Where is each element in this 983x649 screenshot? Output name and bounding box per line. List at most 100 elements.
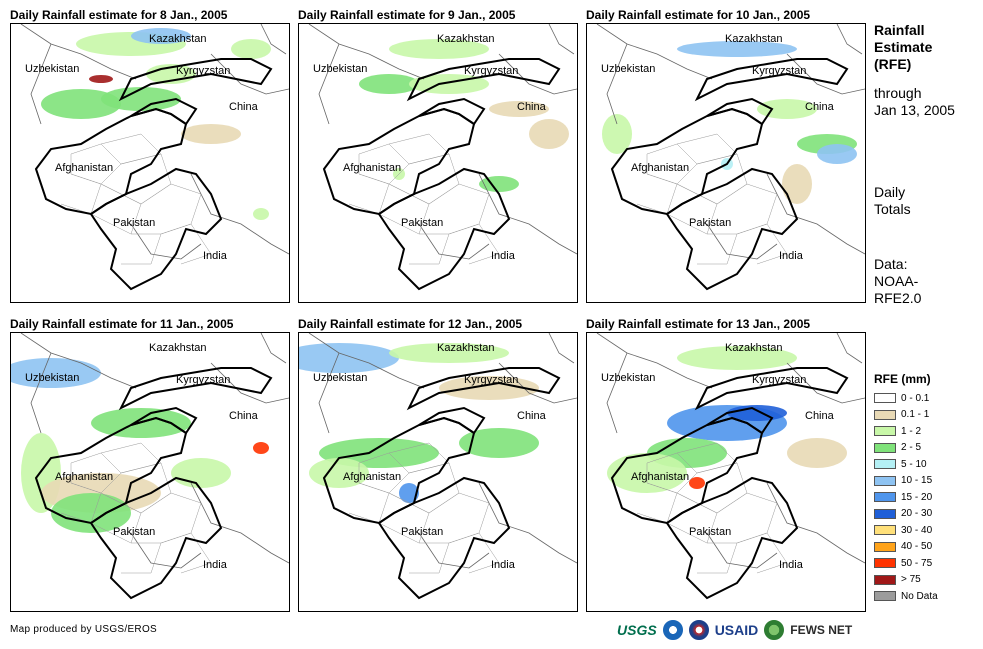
panel-title: Daily Rainfall estimate for 11 Jan., 200… [10, 317, 234, 331]
rainfall-patch [399, 483, 419, 503]
legend-swatch [874, 558, 896, 569]
rainfall-map-svg: Kazakhstan Uzbekistan Kyrgyzstan China Afgha… [11, 333, 289, 600]
rainfall-patch [359, 74, 419, 94]
usgs-logo: USGS [617, 622, 657, 638]
country-label-afghanistan: Afghanistan [343, 162, 401, 174]
legend-label: 20 - 30 [901, 508, 933, 520]
side-data-line: RFE2.0 [874, 290, 922, 306]
country-label-china: China [229, 101, 259, 113]
panel-jan-12: Daily Rainfall estimate for 12 Jan., 200… [298, 317, 578, 612]
fews-globe-icon [764, 620, 785, 640]
panel-title: Daily Rainfall estimate for 9 Jan., 2005 [298, 8, 516, 22]
panel-jan-8: Daily Rainfall estimate for 8 Jan., 2005… [10, 8, 290, 303]
rainfall-patch [602, 114, 632, 154]
panel-title: Daily Rainfall estimate for 13 Jan., 200… [586, 317, 811, 331]
rainfall-map: Kazakhstan Uzbekistan Kyrgyzstan China Afgha… [10, 23, 290, 303]
panel-title: Daily Rainfall estimate for 10 Jan., 200… [586, 8, 811, 22]
province-borders [60, 442, 212, 574]
legend-label: 15 - 20 [901, 491, 933, 503]
rainfall-map: Kazakhstan Uzbekistan Kyrgyzstan China Afgha… [298, 23, 578, 303]
rainfall-patch [299, 343, 399, 373]
rainfall-map: Kazakhstan Uzbekistan Kyrgyzstan China Afgha… [298, 332, 578, 612]
rainfall-patch [231, 39, 271, 59]
nasa-seal-icon [688, 620, 709, 640]
rainfall-map-svg: Kazakhstan Uzbekistan Kyrgyzstan China Afgha… [299, 333, 577, 600]
country-label-kyrgyzstan: Kyrgyzstan [176, 374, 230, 386]
rainfall-map-svg: Kazakhstan Uzbekistan Kyrgyzstan China Afgha… [596, 24, 865, 291]
country-label-kyrgyzstan: Kyrgyzstan [464, 374, 518, 386]
legend-item: 10 - 15 [874, 473, 974, 490]
rainfall-map: Kazakhstan Uzbekistan Kyrgyzstan China Afgha… [586, 332, 866, 612]
legend-swatch [874, 508, 896, 519]
legend-swatch [874, 442, 896, 453]
legend-label: 0 - 0.1 [901, 392, 930, 404]
rainfall-map: Kazakhstan Uzbekistan Kyrgyzstan China Afgha… [10, 332, 290, 612]
side-title-line: (RFE) [874, 56, 912, 72]
legend-item: 15 - 20 [874, 489, 974, 506]
province-borders [60, 133, 212, 265]
country-label-uzbekistan: Uzbekistan [601, 372, 655, 384]
legend-label: 50 - 75 [901, 557, 933, 569]
legend-item: 30 - 40 [874, 522, 974, 539]
legend-label: 10 - 15 [901, 475, 933, 487]
country-label-india: India [203, 559, 228, 571]
rainfall-patch [101, 87, 181, 111]
legend-swatch [874, 591, 896, 602]
map-credit: Map produced by USGS/EROS [10, 624, 158, 635]
side-daily-totals: Daily Totals [874, 184, 911, 218]
legend-swatch [874, 393, 896, 404]
country-label-kazakhstan: Kazakhstan [725, 33, 782, 45]
country-borders [308, 333, 577, 569]
country-label-uzbekistan: Uzbekistan [313, 63, 367, 75]
rainfall-patch [459, 428, 539, 458]
side-sub-line: Jan 13, 2005 [874, 102, 955, 118]
country-label-india: India [203, 250, 228, 262]
legend-item: No Data [874, 588, 974, 605]
legend-item: 5 - 10 [874, 456, 974, 473]
rainfall-patch [89, 75, 113, 83]
country-label-uzbekistan: Uzbekistan [313, 372, 367, 384]
country-label-afghanistan: Afghanistan [55, 471, 113, 483]
country-label-kyrgyzstan: Kyrgyzstan [464, 65, 518, 77]
focus-region-outline [610, 58, 849, 291]
rainfall-map-svg: Kazakhstan Uzbekistan Kyrgyzstan China Afgha… [308, 24, 577, 291]
province-borders [636, 442, 788, 574]
legend-swatch [874, 409, 896, 420]
country-borders [308, 24, 577, 260]
legend-label: 40 - 50 [901, 541, 933, 553]
country-label-china: China [229, 410, 259, 422]
legend-label: 0.1 - 1 [901, 409, 930, 421]
legend-swatch [874, 541, 896, 552]
legend-item: 40 - 50 [874, 539, 974, 556]
country-label-afghanistan: Afghanistan [631, 162, 689, 174]
country-label-pakistan: Pakistan [113, 526, 155, 538]
side-through-date: through Jan 13, 2005 [874, 85, 955, 119]
rainfall-patch [489, 101, 549, 117]
rainfall-patch [11, 358, 101, 388]
legend-item: 50 - 75 [874, 555, 974, 572]
legend-swatch [874, 574, 896, 585]
legend-label: 30 - 40 [901, 524, 933, 536]
legend-label: > 75 [901, 574, 921, 586]
rainfall-patch [439, 376, 539, 400]
legend-item: 0.1 - 1 [874, 407, 974, 424]
panel-jan-13: Daily Rainfall estimate for 13 Jan., 200… [586, 317, 866, 612]
rfe-legend: RFE (mm) 0 - 0.1 0.1 - 1 1 - 2 2 - 5 5 - 10 1… [874, 372, 974, 605]
country-label-kazakhstan: Kazakhstan [437, 342, 494, 354]
side-title-line: Estimate [874, 39, 933, 55]
panel-title: Daily Rainfall estimate for 8 Jan., 2005 [10, 8, 228, 22]
side-title: Rainfall Estimate (RFE) [874, 22, 932, 73]
panel-jan-10: Daily Rainfall estimate for 10 Jan., 200… [586, 8, 866, 303]
legend-swatch [874, 426, 896, 437]
country-borders [20, 24, 289, 260]
country-label-china: China [805, 101, 835, 113]
legend-items: 0 - 0.1 0.1 - 1 1 - 2 2 - 5 5 - 10 10 - 15 15 … [874, 390, 974, 605]
side-daily-line: Totals [874, 201, 911, 217]
legend-title: RFE (mm) [874, 372, 931, 386]
side-data-line: NOAA- [874, 273, 919, 289]
usaid-logo: USAID [714, 622, 759, 638]
rainfall-patch [171, 458, 231, 488]
country-label-kazakhstan: Kazakhstan [149, 33, 206, 45]
legend-label: 1 - 2 [901, 425, 922, 437]
rainfall-patch [787, 438, 847, 468]
